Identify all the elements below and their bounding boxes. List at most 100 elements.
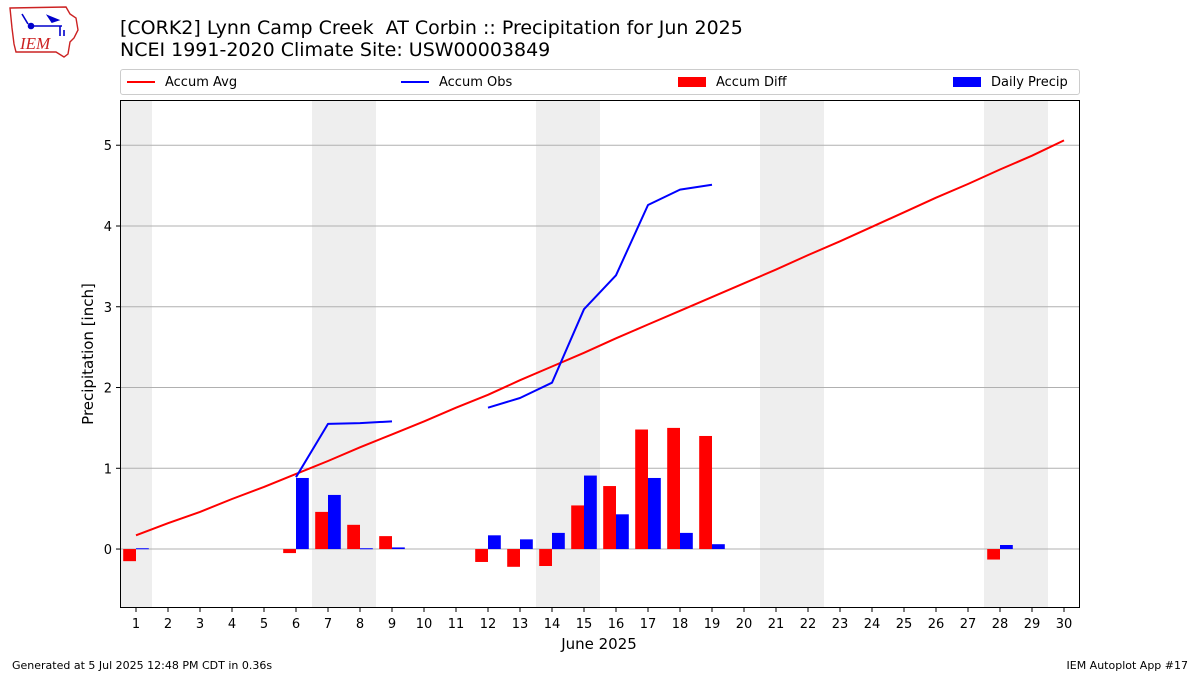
x-tick-label-29: 29: [1024, 617, 1041, 632]
legend-item-accum-diff: Accum Diff: [678, 70, 787, 94]
x-tick-label-6: 6: [292, 617, 300, 632]
daily-precip-bar-day-15: [584, 475, 597, 550]
accum-diff-bar-day-15: [571, 505, 584, 550]
x-tick-label-1: 1: [132, 617, 140, 632]
accum-diff-bar-day-16: [603, 486, 616, 550]
x-tick-label-25: 25: [896, 617, 913, 632]
daily-precip-bar-day-17: [648, 477, 661, 550]
weekend-band-day-29: [1016, 100, 1048, 608]
x-tick-label-2: 2: [164, 617, 172, 632]
legend-label-daily-precip: Daily Precip: [991, 74, 1068, 90]
daily-precip-bar-day-12: [488, 535, 501, 550]
accum-diff-bar-day-7: [315, 511, 328, 550]
x-tick-label-15: 15: [576, 617, 593, 632]
x-tick-label-4: 4: [228, 617, 236, 632]
legend-item-accum-obs: Accum Obs: [401, 70, 512, 94]
legend-label-accum-obs: Accum Obs: [439, 74, 513, 90]
legend-swatch-daily-precip: [953, 77, 981, 87]
daily-precip-bar-day-18: [680, 532, 693, 550]
plot-frame: [120, 100, 1080, 608]
x-tick-label-21: 21: [768, 617, 785, 632]
accum-diff-bar-day-13: [507, 549, 520, 567]
legend-item-daily-precip: Daily Precip: [953, 70, 1068, 94]
legend-swatch-accum-obs: [401, 81, 429, 83]
bars: [123, 427, 1013, 567]
accum-avg-line-segment-0: [135, 139, 1065, 537]
x-tick-label-8: 8: [356, 617, 364, 632]
logo-text: IEM: [19, 34, 51, 53]
weekend-band-day-14: [536, 100, 568, 608]
accum-diff-bar-day-17: [635, 429, 648, 550]
footer-generated: Generated at 5 Jul 2025 12:48 PM CDT in …: [12, 659, 273, 672]
accum-obs-line-segment-0: [295, 420, 393, 478]
iem-logo: IEM: [9, 6, 79, 58]
weekend-band-day-28: [984, 100, 1016, 608]
x-tick-label-11: 11: [448, 617, 465, 632]
weather-station-icon: [21, 13, 65, 36]
x-tick-label-10: 10: [416, 617, 433, 632]
daily-precip-bar-day-19: [712, 544, 725, 550]
legend-item-accum-avg: Accum Avg: [127, 70, 237, 94]
accum-obs-line-segment-1: [487, 183, 713, 409]
legend-label-accum-avg: Accum Avg: [165, 74, 238, 90]
x-tick-label-13: 13: [512, 617, 529, 632]
daily-precip-bar-day-16: [616, 514, 629, 550]
accum-diff-bar-day-12: [475, 549, 488, 562]
legend-swatch-accum-diff: [678, 77, 706, 87]
daily-precip-bar-day-1: [136, 548, 149, 550]
x-tick-label-5: 5: [260, 617, 268, 632]
daily-precip-bar-day-7: [328, 494, 341, 550]
x-tick-label-23: 23: [832, 617, 849, 632]
x-tick-label-7: 7: [324, 617, 332, 632]
chart-title: [CORK2] Lynn Camp Creek AT Corbin :: Pre…: [120, 17, 743, 39]
y-axis-label: Precipitation [inch]: [79, 283, 97, 425]
x-tick-label-12: 12: [480, 617, 497, 632]
gridlines: [120, 144, 1080, 550]
x-tick-label-28: 28: [992, 617, 1009, 632]
x-tick-label-27: 27: [960, 617, 977, 632]
footer-app: IEM Autoplot App #17: [1066, 659, 1189, 672]
x-tick-label-14: 14: [544, 617, 561, 632]
weekend-band-day-8: [344, 100, 376, 608]
x-tick-label-3: 3: [196, 617, 204, 632]
y-tick-label-0: 0: [104, 543, 112, 558]
x-tick-label-9: 9: [388, 617, 396, 632]
x-tick-label-19: 19: [704, 617, 721, 632]
daily-precip-bar-day-9: [392, 547, 405, 550]
accum-diff-bar-day-18: [667, 427, 680, 550]
daily-precip-bar-day-28: [1000, 545, 1013, 550]
accum-diff-bar-day-14: [539, 549, 552, 567]
y-tick-label-4: 4: [104, 220, 112, 235]
y-tick-label-5: 5: [104, 139, 112, 154]
weekend-band-day-22: [792, 100, 824, 608]
x-tick-label-24: 24: [864, 617, 881, 632]
x-axis-label: June 2025: [560, 635, 637, 653]
x-tick-label-22: 22: [800, 617, 817, 632]
accum-diff-bar-day-6: [283, 549, 296, 554]
daily-precip-bar-day-14: [552, 532, 565, 550]
daily-precip-bar-day-6: [296, 477, 309, 550]
accum-diff-bar-day-19: [699, 435, 712, 550]
y-tick-label-3: 3: [104, 301, 112, 316]
daily-precip-bar-day-8: [360, 548, 373, 550]
accum-diff-bar-day-9: [379, 536, 392, 550]
y-tick-label-1: 1: [104, 462, 112, 477]
y-tick-label-2: 2: [104, 382, 112, 397]
weekend-band-day-21: [760, 100, 792, 608]
legend-swatch-accum-avg: [127, 81, 155, 83]
x-tick-label-20: 20: [736, 617, 753, 632]
weekend-band-day-1: [120, 100, 152, 608]
x-tick-label-16: 16: [608, 617, 625, 632]
chart-legend: Accum Avg Accum Obs Accum Diff Daily Pre…: [120, 69, 1080, 95]
weekend-shading: [120, 100, 1048, 608]
x-tick-label-30: 30: [1056, 617, 1073, 632]
daily-precip-bar-day-13: [520, 539, 533, 550]
lines: [135, 139, 1065, 537]
accum-diff-bar-day-8: [347, 524, 360, 550]
iowa-state-outline: [9, 6, 79, 58]
x-tick-label-18: 18: [672, 617, 689, 632]
x-tick-label-26: 26: [928, 617, 945, 632]
chart-subtitle: NCEI 1991-2020 Climate Site: USW00003849: [120, 39, 551, 61]
